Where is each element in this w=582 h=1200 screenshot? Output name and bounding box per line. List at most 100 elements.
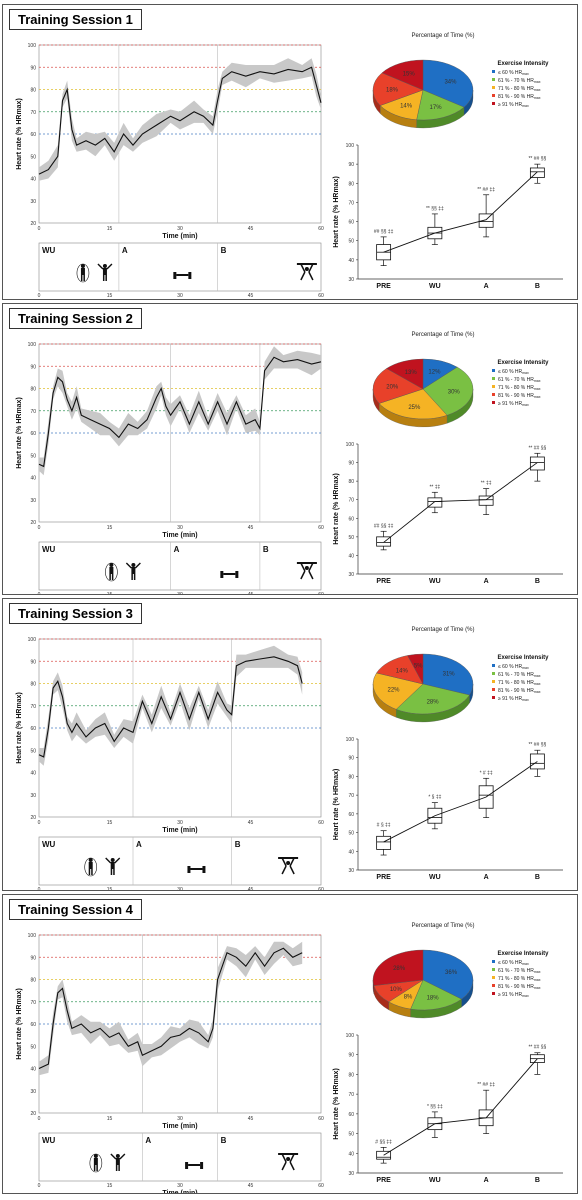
pie-slice-label: 18% bbox=[427, 996, 440, 1002]
training-session-panel: Training Session 2 20 30 40 50 60 70 80 90 100 0 15… bbox=[2, 303, 578, 595]
legend-label: 81 % - 90 % HRmax bbox=[498, 688, 541, 694]
timeline-xlabel: Time (min) bbox=[162, 1190, 197, 1193]
box-mean-line bbox=[383, 171, 538, 253]
phase-label-b: B bbox=[263, 545, 269, 554]
box-annotation: ** ‡‡ bbox=[429, 484, 440, 490]
hr-ytick-label: 50 bbox=[30, 453, 36, 459]
legend-swatch bbox=[492, 377, 495, 380]
box-category-label: WU bbox=[429, 874, 441, 881]
box-mean-line bbox=[383, 761, 538, 843]
timeline-xtick-label: 15 bbox=[107, 1183, 113, 1189]
box-category-label: A bbox=[484, 1177, 489, 1184]
hr-xtick-label: 60 bbox=[318, 226, 324, 232]
timeline-xtick-label: 30 bbox=[177, 293, 183, 299]
box-annotation: ** ‡‡ bbox=[481, 481, 492, 487]
box-category-label: PRE bbox=[376, 578, 391, 585]
box-a bbox=[478, 488, 494, 515]
box-annotation: * # ‡‡ bbox=[480, 770, 493, 776]
box-category-label: PRE bbox=[376, 874, 391, 881]
pie-slice-label: 31% bbox=[443, 672, 456, 678]
box-annotation: ** ## §§ bbox=[528, 156, 546, 162]
pie-slice bbox=[386, 358, 424, 390]
overhead-lift-icon bbox=[278, 1153, 299, 1171]
timeline-xtick-label: 15 bbox=[107, 592, 113, 594]
session-title: Training Session 4 bbox=[9, 899, 142, 920]
hr-xlabel: Time (min) bbox=[162, 532, 197, 539]
pie-slice-label: 12% bbox=[428, 370, 441, 376]
hr-xtick-label: 30 bbox=[177, 820, 183, 826]
exercise-timeline-frame bbox=[38, 242, 322, 292]
legend-title: Exercise Intensity bbox=[497, 655, 549, 661]
box-ytick-label: 50 bbox=[348, 239, 354, 245]
box-category-label: A bbox=[484, 874, 489, 881]
hr-ylabel: Heart rate (% HRmax) bbox=[16, 988, 23, 1060]
box-b bbox=[529, 163, 545, 184]
pie-slice-label: 14% bbox=[396, 668, 409, 674]
phase-label-a: A bbox=[122, 246, 128, 255]
box-ytick-label: 40 bbox=[348, 553, 354, 559]
pie-slice-label: 8% bbox=[404, 994, 413, 1000]
overhead-lift-icon bbox=[296, 263, 317, 281]
box-annotation: ## §§ ‡‡ bbox=[374, 229, 394, 235]
legend-swatch bbox=[492, 984, 495, 987]
hr-xlabel: Time (min) bbox=[162, 827, 197, 834]
box-ytick-label: 60 bbox=[348, 1112, 354, 1118]
legend-label: ≤ 60 % HRmax bbox=[498, 960, 529, 966]
legend-label: 61 % - 70 % HRmax bbox=[498, 377, 541, 383]
overhead-lift-icon bbox=[296, 562, 317, 580]
box-annotation: # § ‡‡ bbox=[377, 823, 391, 829]
hr-xtick-label: 0 bbox=[38, 525, 41, 531]
legend-label: ≤ 60 % HRmax bbox=[498, 664, 529, 670]
legend-swatch bbox=[492, 960, 495, 963]
pie-slice-label: 15% bbox=[403, 72, 416, 78]
legend-title: Exercise Intensity bbox=[497, 360, 549, 366]
session-charts: 20 30 40 50 60 70 80 90 100 0 15 30 45 60 Time (min) He… bbox=[16, 923, 563, 1193]
box-annotation: ** §§ ‡‡ bbox=[426, 206, 444, 212]
hr-ytick-label: 40 bbox=[30, 1067, 36, 1073]
phase-label-wu: WU bbox=[42, 1136, 56, 1145]
overhead-lift-icon bbox=[278, 857, 299, 875]
legend-swatch bbox=[492, 86, 495, 89]
hr-ytick-label: 60 bbox=[30, 726, 36, 732]
box-ytick-label: 40 bbox=[348, 258, 354, 264]
box-annotation: # §§ ‡‡ bbox=[375, 1139, 392, 1145]
box-ytick-label: 80 bbox=[348, 181, 354, 187]
pie-slice-label: 22% bbox=[388, 688, 401, 694]
phase-label-wu: WU bbox=[42, 246, 56, 255]
box-ytick-label: 60 bbox=[348, 812, 354, 818]
box-ytick-label: 90 bbox=[348, 1053, 354, 1059]
box-b bbox=[529, 749, 545, 777]
hr-xtick-label: 0 bbox=[38, 820, 41, 826]
box-ytick-label: 40 bbox=[348, 1151, 354, 1157]
box-annotation: ** ## §§ bbox=[528, 1045, 546, 1051]
hr-variability-band bbox=[39, 645, 303, 766]
box-ylabel: Heart rate (% HRmax) bbox=[333, 1068, 340, 1140]
pie-slice bbox=[395, 683, 470, 715]
box-ytick-label: 30 bbox=[348, 277, 354, 283]
hr-ytick-label: 30 bbox=[30, 1089, 36, 1095]
legend-swatch bbox=[492, 70, 495, 73]
phase-label-wu: WU bbox=[42, 840, 56, 849]
box-annotation: ** ## ‡‡ bbox=[477, 1082, 495, 1088]
box-category-label: A bbox=[484, 283, 489, 290]
hr-ytick-label: 70 bbox=[30, 1000, 36, 1006]
legend-swatch bbox=[492, 680, 495, 683]
legend-title: Exercise Intensity bbox=[497, 951, 549, 957]
hr-ytick-label: 80 bbox=[30, 978, 36, 984]
box-ytick-label: 100 bbox=[346, 442, 355, 448]
timeline-xtick-label: 45 bbox=[248, 592, 254, 594]
timeline-xtick-label: 60 bbox=[318, 293, 324, 299]
box-mean-line bbox=[383, 462, 538, 543]
timeline-xtick-label: 45 bbox=[248, 887, 254, 890]
hr-xtick-label: 0 bbox=[38, 226, 41, 232]
pie-slice bbox=[422, 949, 474, 1000]
hr-mean-line bbox=[38, 947, 303, 1069]
pie-slice-label: 18% bbox=[386, 87, 399, 93]
hr-ylabel: Heart rate (% HRmax) bbox=[16, 692, 23, 764]
phase-label-b: B bbox=[221, 1136, 227, 1145]
pie-slice-label: 25% bbox=[408, 405, 421, 411]
hr-xtick-label: 30 bbox=[177, 226, 183, 232]
box-a bbox=[478, 194, 494, 238]
pie-title: Percentage of Time (%) bbox=[411, 33, 474, 39]
athlete-icon bbox=[76, 263, 90, 283]
